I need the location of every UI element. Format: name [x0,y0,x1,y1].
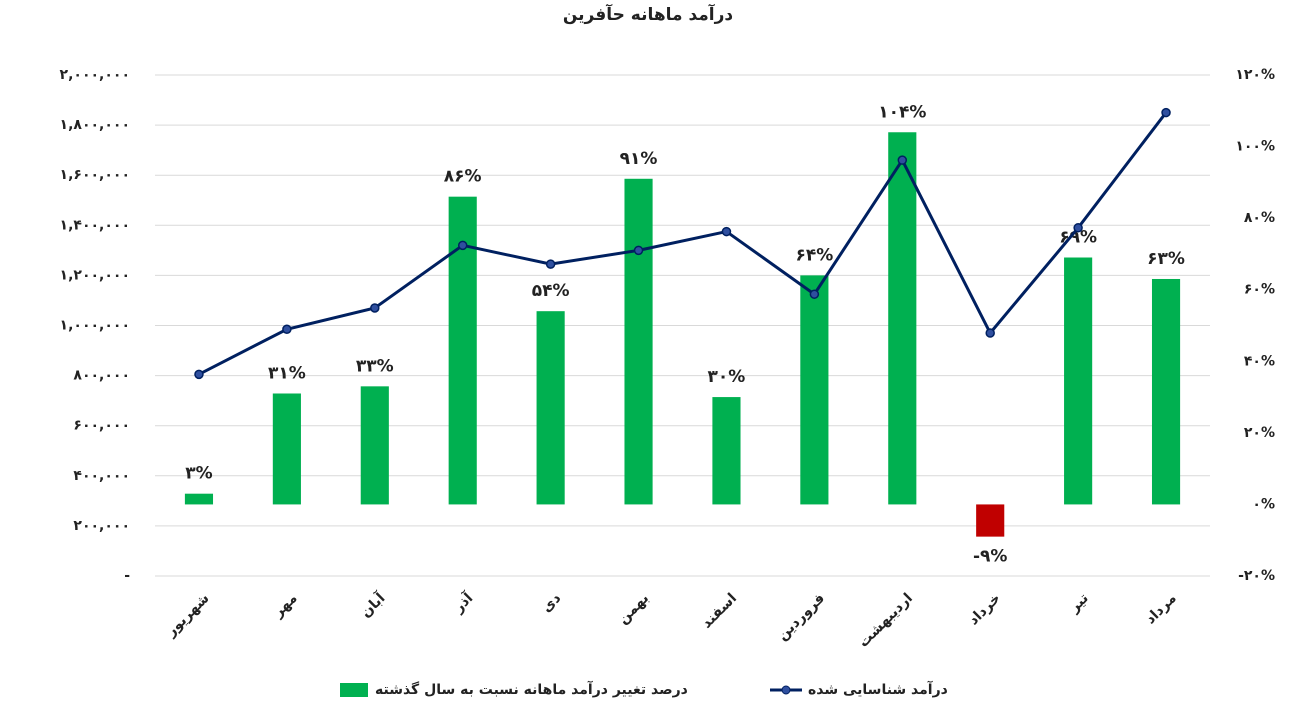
y2-tick-label: -۲۰% [1238,568,1275,584]
bar [888,132,917,505]
line-marker [545,259,556,269]
y-tick-label: ۸۰۰,۰۰۰ [73,368,130,384]
bar [800,275,829,505]
line-marker [1161,107,1171,118]
y-tick-label: ۴۰۰,۰۰۰ [73,468,130,484]
bar [1151,278,1181,505]
y2-tick-label: ۴۰% [1244,353,1275,369]
bar [624,178,653,505]
line-marker [457,240,468,251]
line-marker [1073,223,1083,233]
bar [184,493,214,505]
bar [712,397,741,505]
line-marker [809,289,820,299]
y2-tick-label: ۶۰% [1244,282,1275,298]
data-label: ۸۶% [444,167,482,187]
bar [1064,257,1093,505]
bar [976,504,1005,537]
line-marker [985,328,995,338]
y-tick-label: ۱,۶۰۰,۰۰۰ [60,167,130,183]
chart-title: درآمد ماهانه حآفرین [563,3,734,25]
data-label: ۳۰% [708,367,746,387]
data-label: ۶۴% [795,245,833,265]
line-marker [194,369,204,380]
y-tick-label: ۶۰۰,۰۰۰ [73,418,130,434]
bar [272,393,301,505]
data-label: ۶۳% [1147,249,1185,269]
data-label: ۳۳% [356,356,394,376]
data-label: ۱۰۴% [878,102,926,122]
line-marker [282,324,292,335]
data-label: ۵۴% [532,281,570,301]
y2-tick-label: ۸۰% [1244,210,1275,226]
y-tick-label: ۲,۰۰۰,۰۰۰ [60,67,130,83]
legend-swatch-marker [781,685,791,695]
y2-tick-label: ۱۰۰% [1235,139,1275,155]
line-marker [897,155,908,165]
data-label: ۳% [185,464,212,484]
y-tick-label: - [124,568,130,584]
line-marker [633,245,644,256]
line-marker [721,226,732,237]
y2-tick-label: ۱۲۰% [1235,67,1275,83]
y-tick-label: ۱,۸۰۰,۰۰۰ [60,117,130,133]
data-label: ۶۹% [1059,228,1097,248]
legend-swatch [340,683,368,697]
bar [360,386,389,505]
y-tick-label: ۲۰۰,۰۰۰ [73,518,130,534]
legend-label: درصد تغییر درآمد ماهانه نسبت به سال گذشت… [375,680,688,698]
y-tick-label: ۱,۲۰۰,۰۰۰ [60,267,130,283]
data-label: -۹% [973,547,1007,567]
y2-tick-label: ۲۰% [1244,425,1275,441]
y-tick-label: ۱,۴۰۰,۰۰۰ [60,217,130,233]
y2-tick-label: ۰% [1252,496,1275,512]
y-tick-label: ۱,۰۰۰,۰۰۰ [60,318,130,334]
bar [536,311,565,505]
data-label: ۳۱% [268,363,306,383]
line [198,111,1168,376]
data-label: ۹۱% [620,149,658,169]
legend-label: درآمد شناسایی شده [808,680,948,698]
line-marker [370,303,380,313]
